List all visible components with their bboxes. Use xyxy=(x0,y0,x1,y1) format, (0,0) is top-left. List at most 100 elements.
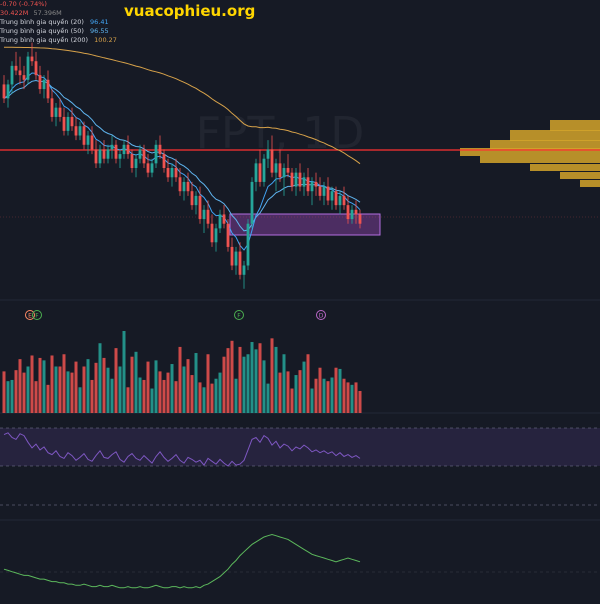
volume-bar xyxy=(10,379,14,413)
event-marker-circle xyxy=(25,310,35,320)
candle-body xyxy=(94,149,98,164)
candle-body xyxy=(286,168,290,173)
volume-bar xyxy=(206,354,210,413)
volume-profile-bar xyxy=(560,172,600,179)
candle-body xyxy=(214,228,218,243)
candle-body xyxy=(154,144,158,164)
volume-bar xyxy=(70,372,74,413)
candle-body xyxy=(354,209,358,215)
volume-bar xyxy=(326,381,330,413)
candle-body xyxy=(150,163,154,173)
candle-body xyxy=(90,135,94,150)
support-zone-box[interactable] xyxy=(229,213,381,236)
volume-bar xyxy=(358,390,362,413)
candle-body xyxy=(238,251,242,275)
candle-body xyxy=(230,246,234,266)
ma200-line xyxy=(4,46,361,165)
candle-body xyxy=(158,144,162,155)
candle-body xyxy=(226,223,230,247)
volume-bar xyxy=(62,354,66,413)
candle-body xyxy=(210,223,214,243)
candle-body xyxy=(298,172,302,187)
event-marker-label: E xyxy=(28,313,32,320)
candle-body xyxy=(142,149,146,164)
volume-bar xyxy=(58,366,62,413)
candle-body xyxy=(338,195,342,206)
ma50-legend[interactable]: Trung bình gia quyền (50) 96.55 xyxy=(0,27,109,35)
volume-bar xyxy=(106,367,110,413)
candle-body xyxy=(242,265,246,275)
candle-body xyxy=(218,214,222,229)
volume-bar xyxy=(262,360,266,413)
ma200-legend[interactable]: Trung bình gia quyền (200) 100.27 xyxy=(0,36,117,44)
volume-bar xyxy=(146,361,150,413)
candle-body xyxy=(178,177,182,192)
volume-legend: 30.422M 57.396M xyxy=(0,9,62,17)
volume-bar xyxy=(238,346,242,413)
volume-bar xyxy=(114,348,118,413)
candle-body xyxy=(314,181,318,187)
volume-series xyxy=(2,331,362,413)
candle-body xyxy=(6,84,10,99)
event-marker-circle xyxy=(234,310,244,320)
ma200-label: Trung bình gia quyền (200) xyxy=(0,36,88,44)
volume-profile xyxy=(460,120,600,187)
candle-body xyxy=(198,195,202,220)
volume-bar xyxy=(126,387,130,413)
candle-body xyxy=(58,107,62,117)
candle-body xyxy=(130,154,134,168)
volume-profile-bar xyxy=(580,180,600,187)
volume-bar xyxy=(38,357,42,413)
volume-bar xyxy=(222,356,226,413)
event-marker-label: D xyxy=(319,313,324,320)
volume-bar xyxy=(170,364,174,413)
volume-bar xyxy=(330,377,334,413)
ma200-value: 100.27 xyxy=(94,36,117,44)
candle-body xyxy=(2,84,6,99)
candle-body xyxy=(266,149,270,159)
candle-body xyxy=(186,181,190,192)
candle-body xyxy=(118,154,122,159)
volume-bar xyxy=(86,359,90,413)
candle-body xyxy=(86,135,90,145)
candle-body xyxy=(26,56,30,80)
volume-bar xyxy=(322,378,326,413)
candle-body xyxy=(250,181,254,224)
indicator-legend[interactable]: -0.70 (-0.74%) 30.422M 57.396M Trung bìn… xyxy=(0,0,117,44)
volume-bar xyxy=(158,371,162,413)
candle-body xyxy=(206,209,210,224)
candle-body xyxy=(126,144,130,155)
volume-bar xyxy=(54,366,58,413)
candle-body xyxy=(38,75,42,90)
candle-body xyxy=(222,214,226,224)
ma20-value: 96.41 xyxy=(90,18,109,26)
volume-bar xyxy=(130,356,134,413)
ma20-legend[interactable]: Trung bình gia quyền (20) 96.41 xyxy=(0,18,109,26)
rsi-line xyxy=(3,432,361,467)
volume-bar xyxy=(346,382,350,413)
volume-bar xyxy=(226,348,230,413)
volume-bar xyxy=(338,368,342,413)
volume-bar xyxy=(278,372,282,413)
volume-bar xyxy=(94,362,98,413)
volume-bar xyxy=(78,387,82,413)
candle-body xyxy=(170,168,174,178)
candle-body xyxy=(270,149,274,173)
volume-bar xyxy=(318,367,322,413)
candle-body xyxy=(138,149,142,159)
volume-profile-bar xyxy=(510,130,600,141)
candle-body xyxy=(310,181,314,192)
candle-body xyxy=(190,191,194,206)
candle-body xyxy=(282,168,286,178)
candle-body xyxy=(358,214,362,224)
candle-body xyxy=(330,191,334,201)
ma20-label: Trung bình gia quyền (20) xyxy=(0,18,84,26)
candle-body xyxy=(22,75,26,80)
volume-bar xyxy=(90,379,94,413)
volume-bar xyxy=(350,384,354,413)
volume-bar xyxy=(178,346,182,413)
ma50-label: Trung bình gia quyền (50) xyxy=(0,27,84,35)
